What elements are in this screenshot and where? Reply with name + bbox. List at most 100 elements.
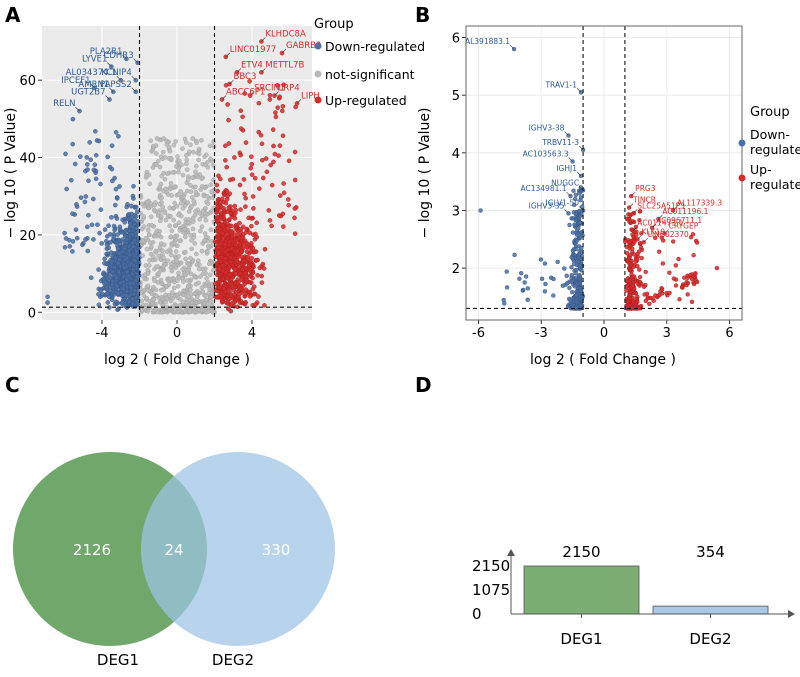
down-regulated-point [131, 280, 136, 286]
not-significant-point [150, 300, 155, 306]
not-significant-point [171, 217, 177, 223]
not-significant-point [174, 163, 179, 169]
up-regulated-point [273, 110, 278, 115]
down-regulated-point [130, 296, 135, 302]
gene-label-leader [664, 229, 669, 234]
not-significant-point [157, 244, 163, 250]
up-regulated-point [216, 232, 221, 238]
not-significant-point [178, 260, 184, 266]
down-regulated-point [74, 202, 79, 207]
not-significant-point [145, 283, 151, 289]
down-regulated-point [133, 213, 139, 219]
gene-label-leader [116, 75, 121, 81]
up-regulated-point [280, 224, 286, 229]
down-regulated-point [131, 266, 136, 272]
not-significant-point [191, 198, 197, 204]
down-regulated-point [83, 237, 88, 242]
not-significant-point [176, 270, 181, 276]
down-regulated-point [519, 271, 524, 276]
legend-b-down-marker [738, 139, 746, 147]
bar-category-label: DEG2 [689, 630, 731, 648]
not-significant-point [160, 248, 165, 253]
panel-a-legend-title: Group [314, 17, 354, 32]
up-regulated-point [256, 129, 262, 135]
down-regulated-point [114, 283, 120, 289]
not-significant-point [139, 238, 145, 244]
y-tick-label: 6 [452, 32, 460, 47]
up-regulated-point [268, 162, 274, 168]
not-significant-point [162, 176, 168, 182]
not-significant-point [156, 210, 162, 216]
up-regulated-point [279, 108, 285, 114]
up-regulated-point [292, 231, 298, 236]
gene-label-leader [630, 191, 636, 197]
down-regulated-point [115, 246, 121, 251]
up-regulated-point [243, 140, 249, 145]
not-significant-point [196, 151, 202, 157]
panel-b-points [478, 46, 720, 311]
down-regulated-point [111, 223, 117, 229]
up-regulated-point [226, 117, 231, 123]
down-regulated-point [78, 195, 84, 200]
not-significant-point [180, 172, 186, 178]
down-regulated-point [116, 133, 121, 139]
up-regulated-point [217, 176, 223, 182]
not-significant-point [180, 267, 185, 272]
up-regulated-point [223, 270, 229, 276]
up-regulated-point [238, 108, 244, 113]
not-significant-point [176, 169, 181, 175]
down-regulated-point [85, 224, 90, 230]
not-significant-point [157, 218, 163, 224]
not-significant-point [146, 263, 152, 268]
down-regulated-point [96, 302, 102, 308]
up-regulated-point [226, 141, 232, 146]
not-significant-point [150, 143, 156, 149]
down-regulated-point [109, 258, 115, 264]
up-regulated-point [233, 238, 239, 243]
up-regulated-point [266, 208, 272, 213]
up-regulated-point [691, 281, 697, 287]
down-regulated-point [131, 183, 136, 189]
up-regulated-point [244, 226, 249, 232]
up-regulated-point [650, 296, 655, 301]
up-regulated-point [262, 246, 268, 252]
not-significant-point [141, 293, 147, 298]
not-significant-point [178, 189, 183, 194]
not-significant-point [197, 217, 203, 222]
not-significant-point [182, 234, 188, 240]
gene-label-leader [658, 214, 663, 220]
down-regulated-point [116, 269, 121, 275]
not-significant-point [158, 277, 164, 283]
not-significant-point [203, 210, 208, 216]
down-regulated-point [579, 245, 584, 251]
down-regulated-point [107, 231, 113, 237]
down-regulated-point [571, 188, 576, 193]
up-regulated-point [233, 222, 239, 228]
up-regulated-point [235, 232, 240, 238]
down-regulated-point [120, 300, 125, 305]
up-regulated-point [281, 181, 286, 186]
panel-b-grid [466, 26, 742, 320]
down-regulated-point [478, 208, 483, 213]
up-regulated-point [634, 296, 640, 302]
not-significant-point [168, 298, 174, 304]
not-significant-point [199, 224, 205, 229]
down-regulated-point [563, 282, 568, 287]
up-regulated-point [234, 259, 239, 264]
down-regulated-point [575, 299, 580, 305]
down-regulated-point [91, 237, 96, 242]
gene-label-leader [261, 68, 266, 73]
down-regulated-point [62, 230, 67, 236]
up-regulated-point [251, 284, 257, 290]
not-significant-point [193, 300, 199, 305]
not-significant-point [202, 237, 208, 243]
gene-label: ABCC6P1 [226, 88, 265, 98]
not-significant-point [160, 204, 165, 210]
up-regulated-point [233, 242, 238, 248]
not-significant-point [193, 184, 198, 190]
not-significant-point [156, 232, 161, 237]
down-regulated-point [92, 162, 98, 167]
not-significant-point [153, 248, 159, 254]
down-regulated-point [111, 237, 116, 243]
gene-label-leader [221, 95, 227, 100]
